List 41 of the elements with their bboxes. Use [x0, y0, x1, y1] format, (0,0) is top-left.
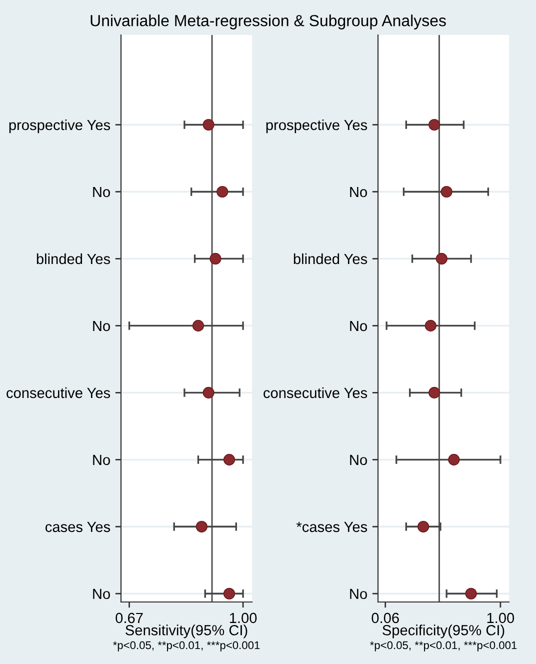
y-tick-label: No	[93, 320, 110, 332]
y-tick-label: prospective Yes	[266, 119, 368, 134]
point	[424, 320, 436, 332]
text: *p<0.05, **p<0.01, ***p<0.001	[370, 641, 517, 652]
point	[192, 320, 204, 332]
y-tick-label: consecutive Yes	[264, 387, 368, 398]
point	[448, 454, 460, 466]
y-tick-label: No	[350, 588, 367, 600]
point	[202, 118, 214, 131]
y-tick-label: cases Yes	[46, 522, 110, 532]
y-tick-label: prospective Yes	[9, 119, 110, 134]
point	[418, 520, 430, 532]
y-tick-label: consecutive Yes	[6, 387, 110, 398]
y-tick-label: No	[350, 320, 367, 332]
y-tick-label: No	[93, 588, 110, 600]
point	[223, 588, 236, 600]
point	[428, 118, 440, 131]
y-tick-label: blinded Yes	[36, 253, 110, 264]
text: *p<0.05, **p<0.01, ***p<0.001	[113, 641, 260, 652]
y-tick-label: *cases Yes	[296, 522, 368, 532]
x-axis-title: Sensitivity(95% CI)	[126, 624, 248, 638]
x-axis-title: Specificity(95% CI)	[382, 624, 504, 638]
x-tick-label: 0.06	[372, 612, 399, 624]
x-tick-label: 1.00	[230, 612, 257, 624]
y-tick-label: No	[350, 454, 367, 466]
x-tick-label: 1.00	[487, 612, 514, 624]
point	[196, 520, 208, 532]
y-tick-label: No	[93, 186, 110, 198]
x-tick-label: 0.67	[116, 612, 143, 624]
point	[436, 252, 448, 265]
point	[440, 186, 452, 198]
point	[223, 454, 236, 466]
chart-title: Univariable Meta-regression & Subgroup Analyses	[90, 14, 446, 30]
point	[210, 252, 222, 265]
y-tick-label: No	[350, 186, 367, 198]
y-tick-label: No	[93, 454, 110, 466]
point	[202, 386, 214, 398]
point	[216, 186, 228, 198]
y-tick-label: blinded Yes	[294, 253, 368, 264]
point	[465, 588, 477, 600]
point	[428, 386, 440, 398]
